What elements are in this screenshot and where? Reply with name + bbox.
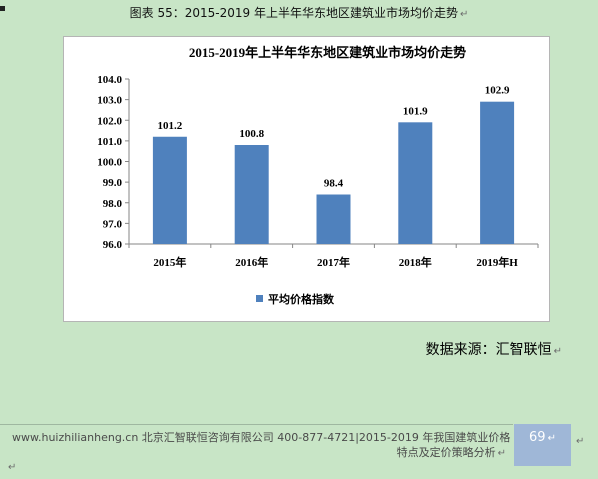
x-tick-label: 2018年 bbox=[399, 255, 432, 269]
bar bbox=[480, 101, 515, 244]
paragraph-mark: ↵ bbox=[459, 9, 469, 20]
page-number: 69 bbox=[529, 430, 546, 445]
y-tick-label: 100.0 bbox=[97, 157, 122, 169]
corner-mark bbox=[0, 6, 5, 11]
y-tick-label: 103.0 bbox=[97, 95, 122, 107]
chart-frame: 2015-2019年上半年华东地区建筑业市场均价走势 96.0 97.0 98.0 99… bbox=[63, 36, 550, 322]
data-label: 101.9 bbox=[403, 105, 428, 117]
figure-caption: 图表 55：2015-2019 年上半年华东地区建筑业市场均价走势 ↵ bbox=[0, 4, 598, 21]
footer: www.huizhilianheng.cn 北京汇智联恒咨询有限公司 400-8… bbox=[12, 430, 512, 461]
page-number-box: 69 ↵ bbox=[514, 424, 571, 466]
y-tick-label: 97.0 bbox=[103, 218, 123, 230]
legend-label: 平均价格指数 bbox=[268, 292, 335, 306]
data-label: 102.9 bbox=[485, 85, 510, 97]
y-tick-label: 101.0 bbox=[97, 136, 122, 148]
y-tick-label: 104.0 bbox=[97, 74, 122, 86]
footer-line-1: www.huizhilianheng.cn 北京汇智联恒咨询有限公司 400-8… bbox=[12, 431, 511, 444]
data-source-text: 数据来源：汇智联恒 bbox=[425, 342, 552, 358]
chart-title: 2015-2019年上半年华东地区建筑业市场均价走势 bbox=[189, 45, 466, 60]
paragraph-mark: ↵ bbox=[8, 462, 17, 473]
y-tick-label: 99.0 bbox=[103, 177, 123, 189]
x-tick-label: 2015年 bbox=[153, 255, 186, 269]
y-tick-label: 98.0 bbox=[103, 198, 123, 210]
bar bbox=[234, 145, 269, 244]
bar-chart: 2015-2019年上半年华东地区建筑业市场均价走势 96.0 97.0 98.0 99… bbox=[97, 45, 539, 306]
footer-line-2: 特点及定价策略分析 bbox=[396, 446, 496, 459]
x-tick-label: 2016年 bbox=[235, 255, 268, 269]
paragraph-mark: ↵ bbox=[576, 436, 585, 447]
x-tick-label: 2019年H bbox=[476, 255, 518, 269]
y-tick-label: 96.0 bbox=[103, 239, 123, 251]
figure-caption-text: 图表 55：2015-2019 年上半年华东地区建筑业市场均价走势 bbox=[129, 6, 458, 20]
x-tick-label: 2017年 bbox=[317, 255, 350, 269]
bar bbox=[316, 194, 351, 244]
data-label: 101.2 bbox=[158, 120, 183, 132]
data-label: 98.4 bbox=[324, 178, 344, 190]
data-source: 数据来源：汇智联恒 ↵ bbox=[426, 339, 562, 359]
paragraph-mark: ↵ bbox=[497, 448, 506, 459]
legend-swatch bbox=[256, 295, 263, 302]
bar bbox=[152, 136, 187, 244]
paragraph-mark: ↵ bbox=[553, 346, 562, 357]
data-label: 100.8 bbox=[239, 128, 264, 140]
paragraph-mark: ↵ bbox=[547, 433, 556, 444]
y-tick-label: 102.0 bbox=[97, 115, 122, 127]
bar bbox=[398, 122, 433, 244]
footer-divider bbox=[0, 424, 513, 425]
